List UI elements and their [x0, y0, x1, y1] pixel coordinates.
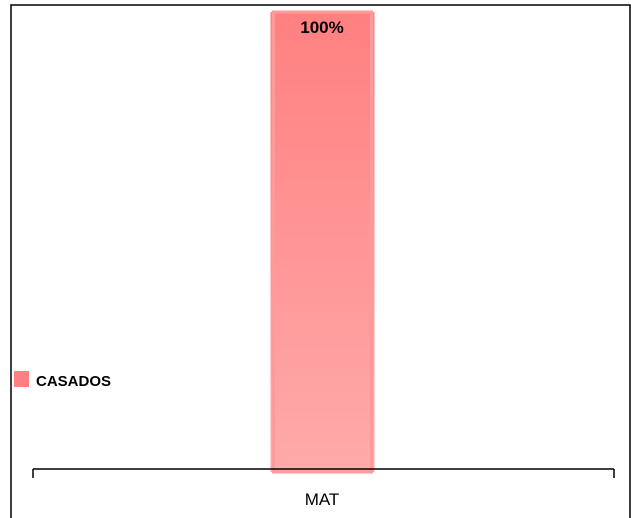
plot-border — [10, 4, 631, 518]
legend-swatch — [14, 371, 29, 387]
data-label: 100% — [300, 18, 343, 37]
x-tick-label: MAT — [305, 490, 340, 509]
bars-group — [270, 10, 375, 474]
bar-mat — [270, 12, 375, 472]
legend: CASADOS — [14, 371, 111, 390]
legend-label: CASADOS — [36, 373, 111, 390]
bar-edge-mat — [272, 10, 373, 474]
